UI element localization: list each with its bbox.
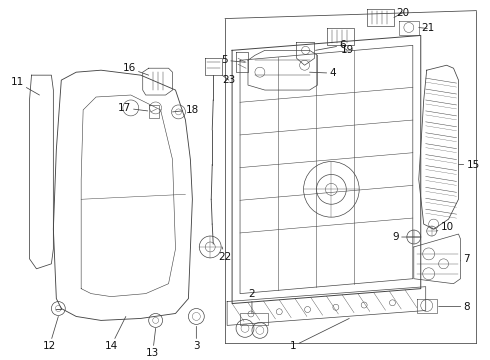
Text: 14: 14 [104, 316, 126, 351]
Text: 11: 11 [10, 77, 40, 95]
Text: 23: 23 [222, 75, 235, 85]
Text: 13: 13 [146, 328, 159, 358]
Text: 4: 4 [310, 68, 336, 78]
Text: 6: 6 [316, 40, 346, 50]
Text: 22: 22 [218, 247, 231, 262]
Text: 15: 15 [459, 159, 480, 170]
Text: 7: 7 [461, 254, 470, 264]
Text: 10: 10 [437, 222, 454, 232]
Text: 9: 9 [392, 232, 421, 242]
Bar [240, 314, 268, 325]
Text: 1: 1 [290, 319, 349, 351]
Text: 20: 20 [394, 8, 409, 18]
Text: 19: 19 [341, 45, 354, 55]
Text: 21: 21 [419, 23, 434, 33]
Text: 8: 8 [439, 302, 470, 311]
Text: 2: 2 [248, 289, 255, 314]
Text: 18: 18 [172, 105, 198, 115]
Text: 16: 16 [122, 63, 148, 75]
Text: 12: 12 [43, 316, 58, 351]
Text: 3: 3 [193, 327, 199, 351]
Text: 5: 5 [221, 55, 245, 65]
Text: 17: 17 [118, 103, 147, 113]
